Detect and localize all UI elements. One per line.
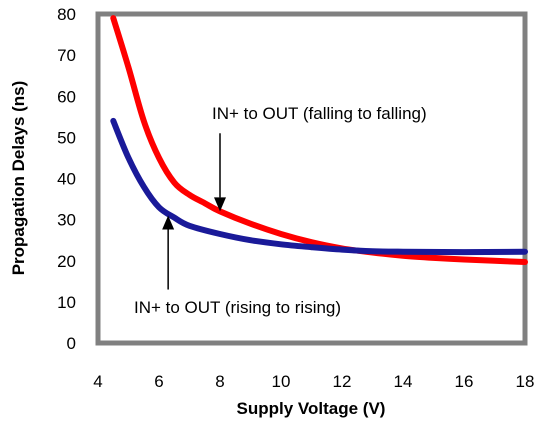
y-tick-label: 60 xyxy=(57,87,76,106)
y-tick-label: 80 xyxy=(57,5,76,24)
x-tick-label: 6 xyxy=(154,372,163,391)
y-axis-ticks: 0 10 20 30 40 50 60 70 80 xyxy=(57,5,76,353)
y-tick-label: 30 xyxy=(57,211,76,230)
y-axis-label: Propagation Delays (ns) xyxy=(9,81,28,276)
annotation-arrow-falling xyxy=(214,133,226,212)
annotation-layer xyxy=(162,133,226,290)
y-tick-label: 50 xyxy=(57,128,76,147)
x-tick-label: 14 xyxy=(394,372,413,391)
y-tick-label: 20 xyxy=(57,252,76,271)
series-layer xyxy=(110,15,528,265)
x-tick-label: 12 xyxy=(333,372,352,391)
series-line-falling xyxy=(110,15,528,265)
plot-area xyxy=(95,11,528,346)
series-line-rising xyxy=(110,117,528,256)
x-tick-label: 10 xyxy=(272,372,291,391)
y-tick-label: 10 xyxy=(57,293,76,312)
x-axis-ticks: 4 6 8 10 12 14 16 18 xyxy=(93,372,534,391)
annotation-falling: IN+ to OUT (falling to falling) xyxy=(212,104,427,123)
annotation-rising: IN+ to OUT (rising to rising) xyxy=(134,298,341,317)
x-tick-label: 16 xyxy=(455,372,474,391)
y-tick-label: 70 xyxy=(57,46,76,65)
annotation-arrow-rising xyxy=(162,215,175,290)
x-tick-label: 4 xyxy=(93,372,102,391)
x-tick-label: 18 xyxy=(516,372,535,391)
x-axis-label: Supply Voltage (V) xyxy=(237,399,386,418)
y-tick-label: 0 xyxy=(67,334,76,353)
x-tick-label: 8 xyxy=(215,372,224,391)
y-tick-label: 40 xyxy=(57,170,76,189)
